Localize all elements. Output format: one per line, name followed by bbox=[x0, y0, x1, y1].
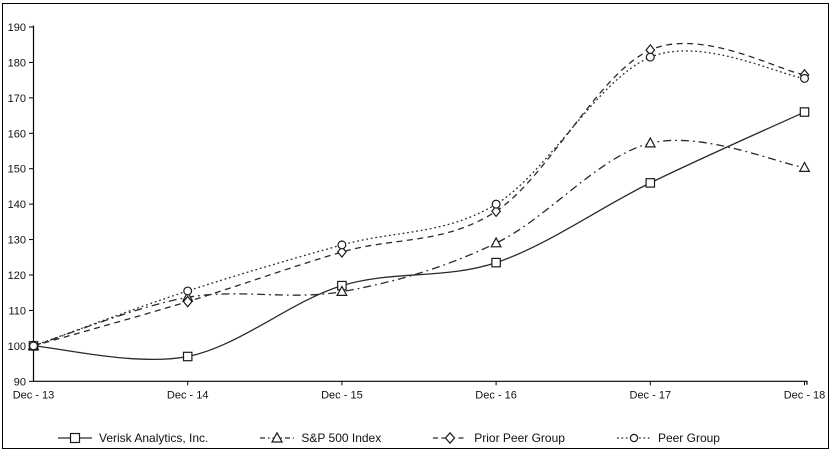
series-line-triangle bbox=[33, 139, 805, 347]
triangle-marker bbox=[798, 161, 811, 172]
square-marker bbox=[645, 178, 656, 188]
triangle-marker bbox=[490, 236, 502, 248]
y-tick-label: 170 bbox=[8, 93, 26, 105]
diamond-marker bbox=[182, 295, 193, 308]
y-tick-label: 150 bbox=[8, 164, 26, 176]
legend-item-prior-peer-group: Prior Peer Group bbox=[433, 431, 565, 445]
square-marker bbox=[799, 107, 810, 117]
circle-marker bbox=[183, 286, 193, 296]
series-line-diamond bbox=[33, 42, 805, 347]
y-tick-label: 140 bbox=[8, 199, 26, 211]
y-tick-label: 160 bbox=[8, 128, 26, 140]
square-marker bbox=[182, 351, 193, 362]
chart-frame bbox=[2, 3, 829, 449]
circle-marker bbox=[337, 240, 347, 250]
x-tick-label: Dec - 16 bbox=[475, 389, 517, 401]
y-tick-label: 110 bbox=[8, 305, 26, 317]
legend-dotted-circle-icon bbox=[616, 433, 651, 443]
y-tick-label: 130 bbox=[8, 235, 26, 247]
x-tick-label: Dec - 15 bbox=[321, 389, 363, 401]
x-tick-label: Dec - 14 bbox=[167, 389, 209, 401]
series-line-square bbox=[33, 111, 805, 361]
circle-marker bbox=[491, 199, 501, 209]
circle-marker bbox=[799, 73, 809, 83]
y-tick-label: 180 bbox=[8, 57, 26, 69]
series-lines bbox=[33, 42, 805, 361]
legend-item-verisk: Verisk Analytics, Inc. bbox=[58, 431, 208, 445]
circle-marker bbox=[645, 52, 655, 62]
legend-label-sp500: S&P 500 Index bbox=[301, 431, 382, 445]
x-tick-label: Dec - 18 bbox=[784, 389, 826, 401]
legend-item-sp500: S&P 500 Index bbox=[260, 431, 381, 445]
diamond-marker bbox=[336, 245, 347, 259]
circle-marker bbox=[29, 341, 39, 351]
legend-dashdot-triangle-icon bbox=[260, 432, 295, 443]
axes: 90 100 110 120 130 140 150 160 170 180 190 Dec - 13… bbox=[8, 22, 826, 401]
y-tick-label: 90 bbox=[14, 376, 26, 388]
diamond-marker bbox=[491, 205, 502, 218]
x-tick-label: Dec - 13 bbox=[13, 389, 55, 401]
series-line-circle bbox=[33, 50, 805, 347]
y-tick-label: 120 bbox=[8, 270, 26, 282]
legend-label-prior-peer-group: Prior Peer Group bbox=[474, 431, 565, 445]
legend-solid-square-icon bbox=[58, 432, 92, 444]
legend-label-peer-group: Peer Group bbox=[657, 431, 720, 445]
legend-label-verisk: Verisk Analytics, Inc. bbox=[99, 431, 209, 445]
series-markers bbox=[27, 43, 811, 362]
legend-item-peer-group: Peer Group bbox=[616, 431, 720, 445]
legend-dashed-diamond-icon bbox=[433, 432, 468, 444]
triangle-marker bbox=[644, 136, 657, 148]
y-tick-label: 190 bbox=[8, 22, 26, 34]
y-tick-label: 100 bbox=[8, 341, 26, 353]
chart-legend: Verisk Analytics, Inc. S&P 500 Index Pri… bbox=[0, 431, 806, 445]
triangle-marker bbox=[336, 285, 348, 296]
x-tick-label: Dec - 17 bbox=[630, 389, 672, 401]
square-marker bbox=[491, 257, 501, 268]
